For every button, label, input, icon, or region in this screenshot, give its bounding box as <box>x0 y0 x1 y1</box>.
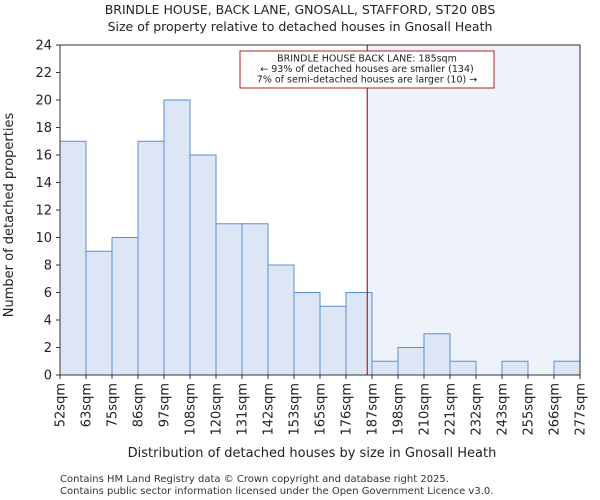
x-tick-label-266sqm: 266sqm <box>548 383 563 436</box>
bar-108sqm <box>189 154 217 376</box>
x-tick-label-165sqm: 165sqm <box>314 383 329 436</box>
x-tick-label-210sqm: 210sqm <box>418 383 433 436</box>
x-tick-label-75sqm: 75sqm <box>106 383 121 427</box>
x-tick-label-176sqm: 176sqm <box>340 383 355 436</box>
x-tick-label-187sqm: 187sqm <box>366 383 381 436</box>
x-tick-label-221sqm: 221sqm <box>444 383 459 436</box>
footer-line-2: Contains public sector information licen… <box>60 486 493 497</box>
x-tick-label-86sqm: 86sqm <box>132 383 147 427</box>
x-tick-label-142sqm: 142sqm <box>262 383 277 436</box>
annotation: BRINDLE HOUSE BACK LANE: 185sqm ← 93% of… <box>239 50 495 89</box>
bar-176sqm <box>345 292 373 376</box>
bar-243sqm <box>501 360 529 376</box>
y-tick-label-2: 2 <box>44 341 52 356</box>
y-tick-label-6: 6 <box>44 286 52 301</box>
x-tick-label-120sqm: 120sqm <box>210 383 225 436</box>
bar-198sqm <box>397 347 425 376</box>
bar-86sqm <box>137 140 165 376</box>
annotation-line-1: BRINDLE HOUSE BACK LANE: 185sqm <box>277 54 457 65</box>
x-tick-label-63sqm: 63sqm <box>80 383 95 427</box>
y-tick-label-12: 12 <box>35 204 52 219</box>
bar-75sqm <box>111 237 139 376</box>
x-tick-label-255sqm: 255sqm <box>522 383 537 436</box>
y-tick-label-24: 24 <box>35 39 52 54</box>
y-axis-label: Number of detached properties <box>2 113 17 318</box>
y-tick-label-8: 8 <box>44 259 52 274</box>
x-tick-label-131sqm: 131sqm <box>236 383 251 436</box>
x-tick-label-198sqm: 198sqm <box>392 383 407 436</box>
x-tick-label-243sqm: 243sqm <box>496 383 511 436</box>
bar-165sqm <box>319 305 347 376</box>
bar-52sqm <box>59 140 87 376</box>
highlight-region <box>367 45 580 375</box>
annotation-line-3: 7% of semi-detached houses are larger (1… <box>257 75 477 86</box>
bar-187sqm <box>371 360 399 376</box>
y-tick-label-4: 4 <box>44 314 52 329</box>
y-tick-label-0: 0 <box>44 369 52 384</box>
y-tick-label-22: 22 <box>35 66 52 81</box>
bars-layer <box>59 99 581 376</box>
y-tick-label-16: 16 <box>35 149 52 164</box>
bar-266sqm <box>553 360 581 376</box>
y-tick-label-14: 14 <box>35 176 52 191</box>
x-axis-label: Distribution of detached houses by size … <box>128 446 497 461</box>
x-tick-label-97sqm: 97sqm <box>158 383 173 427</box>
bar-131sqm <box>241 223 269 376</box>
x-axis: 52sqm 63sqm 75sqm 86sqm 97sqm 108sqm 120sqm 131… <box>54 375 589 436</box>
annotation-box <box>239 50 495 89</box>
y-tick-label-10: 10 <box>35 231 52 246</box>
x-tick-label-153sqm: 153sqm <box>288 383 303 436</box>
bar-210sqm <box>423 333 451 376</box>
bar-153sqm <box>293 292 321 376</box>
x-tick-label-52sqm: 52sqm <box>54 383 69 427</box>
y-tick-label-18: 18 <box>35 121 52 136</box>
bar-97sqm <box>163 99 191 376</box>
bar-120sqm <box>215 223 243 376</box>
bar-63sqm <box>85 250 113 376</box>
chart-title: BRINDLE HOUSE, BACK LANE, GNOSALL, STAFF… <box>105 2 496 17</box>
bar-221sqm <box>449 360 477 376</box>
bar-142sqm <box>267 264 295 376</box>
x-tick-label-108sqm: 108sqm <box>184 383 199 436</box>
annotation-line-2: ← 93% of detached houses are smaller (13… <box>260 64 473 75</box>
y-tick-label-20: 20 <box>35 94 52 109</box>
x-tick-label-232sqm: 232sqm <box>470 383 485 436</box>
x-tick-label-277sqm: 277sqm <box>574 383 589 436</box>
footer-line-1: Contains HM Land Registry data © Crown c… <box>60 474 449 485</box>
chart-subtitle: Size of property relative to detached ho… <box>108 19 493 34</box>
